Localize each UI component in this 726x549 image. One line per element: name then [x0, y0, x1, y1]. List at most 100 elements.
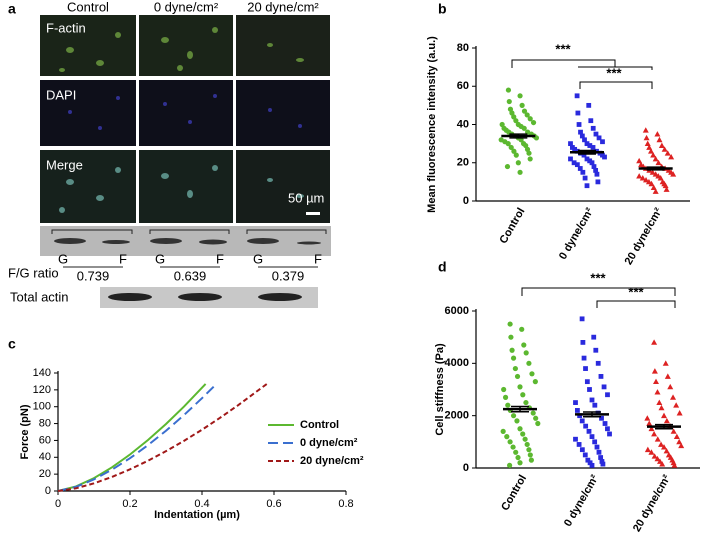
x-tick-label: 0.8 — [338, 498, 353, 510]
data-point — [590, 125, 596, 131]
data-point — [651, 368, 658, 374]
y-tick-label: 80 — [457, 42, 469, 54]
legend-label: Control — [300, 419, 339, 431]
data-point — [588, 118, 594, 124]
x-tick-label: 0 dyne/cm² — [562, 473, 601, 529]
data-point — [510, 413, 517, 419]
significance-bracket — [596, 300, 676, 308]
data-point — [598, 374, 604, 379]
data-point — [508, 334, 514, 340]
data-point — [514, 418, 520, 424]
image-tile — [40, 80, 136, 146]
data-point — [644, 140, 651, 147]
y-tick-label: 80 — [39, 417, 51, 429]
y-tick-label: 0 — [45, 485, 51, 497]
x-tick-label: 20 dyne/cm² — [631, 473, 673, 534]
data-point — [586, 102, 592, 108]
error-bar — [578, 149, 596, 155]
data-point — [583, 423, 589, 429]
data-point — [506, 98, 512, 105]
data-point — [519, 102, 525, 108]
data-point — [510, 355, 517, 361]
data-point — [642, 127, 649, 133]
data-point — [643, 134, 650, 141]
data-point — [517, 169, 523, 175]
data-point — [670, 428, 677, 434]
data-point — [596, 449, 602, 455]
data-point — [526, 360, 532, 366]
image-tile — [236, 15, 330, 76]
image-tile — [139, 150, 233, 223]
data-point — [579, 418, 585, 424]
y-tick-label: 0 — [463, 462, 469, 474]
data-point — [599, 459, 605, 464]
ratio-label: F/G ratio — [8, 265, 59, 280]
x-tick-label: Control — [498, 206, 528, 246]
data-point — [589, 462, 595, 468]
data-point — [521, 125, 527, 131]
data-point — [655, 159, 662, 166]
y-tick-label: 6000 — [445, 305, 469, 317]
data-point — [663, 417, 670, 424]
data-point — [676, 438, 683, 445]
data-point — [504, 434, 510, 440]
data-point — [524, 112, 530, 118]
x-tick-label: 0.6 — [266, 498, 281, 510]
x-tick-label: 0 — [55, 498, 61, 510]
data-point — [527, 452, 533, 458]
data-point — [574, 93, 580, 99]
error-bar — [583, 411, 601, 418]
y-tick-label: 40 — [457, 118, 469, 130]
data-point — [535, 420, 541, 427]
data-point — [580, 340, 586, 345]
column-header: 20 dyne/cm² — [247, 0, 319, 14]
data-point — [646, 144, 653, 150]
x-tick-label: 0.2 — [122, 498, 137, 510]
row-label: F-actin — [46, 20, 86, 35]
data-point — [515, 160, 521, 166]
data-point — [598, 455, 604, 460]
lane-label: F — [119, 251, 127, 266]
significance-label: *** — [555, 41, 571, 56]
data-point — [592, 439, 598, 445]
data-point — [593, 347, 599, 353]
data-point — [654, 131, 661, 137]
data-point — [650, 184, 657, 191]
data-point — [575, 110, 581, 116]
y-tick-label: 100 — [33, 401, 51, 413]
data-point — [670, 394, 677, 400]
data-point — [523, 399, 529, 406]
data-point — [584, 183, 590, 189]
data-point — [527, 156, 533, 162]
data-point — [505, 402, 511, 408]
data-point — [584, 379, 590, 385]
data-point — [605, 392, 610, 398]
data-point — [661, 444, 667, 450]
data-point — [678, 442, 685, 449]
data-point — [517, 384, 523, 390]
data-point — [507, 321, 513, 327]
data-point — [584, 156, 590, 162]
data-point — [583, 366, 588, 371]
data-point — [582, 175, 588, 181]
lane-label: G — [253, 251, 263, 266]
data-point — [651, 453, 658, 459]
data-point — [513, 449, 519, 455]
y-axis-label: Force (pN) — [19, 404, 31, 459]
significance-label: *** — [606, 65, 622, 80]
error-bar — [511, 405, 529, 413]
data-point — [676, 410, 683, 416]
data-point — [670, 171, 677, 177]
lane-label: F — [216, 251, 224, 266]
data-line — [57, 383, 207, 492]
error-bar — [655, 423, 673, 430]
data-point — [662, 360, 669, 366]
column-header: Control — [67, 0, 109, 14]
data-point — [673, 433, 680, 439]
data-point — [572, 146, 578, 152]
y-axis-label: Cell stiffness (Pa) — [434, 343, 446, 436]
image-tile — [236, 150, 330, 223]
data-point — [654, 455, 661, 462]
data-point — [587, 387, 592, 392]
data-point — [513, 152, 519, 158]
